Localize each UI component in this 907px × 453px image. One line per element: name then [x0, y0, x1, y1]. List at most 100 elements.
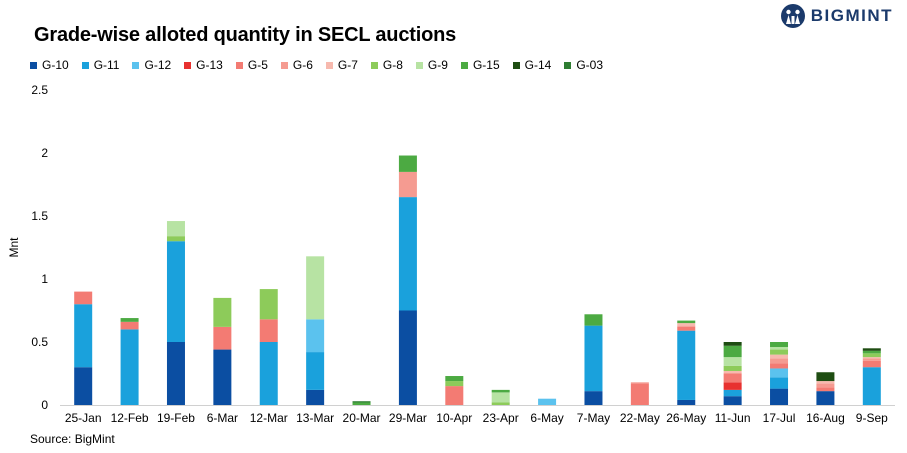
legend-item-g-6: G-6 [280, 58, 313, 72]
bar-segment-g-9 [166, 221, 185, 237]
bar-segment-g-10 [677, 399, 696, 405]
legend-swatch [184, 61, 192, 69]
x-tick-label: 19-Feb [157, 411, 195, 425]
bar-segment-g-8 [213, 297, 232, 327]
x-tick-label: 20-Mar [343, 411, 381, 425]
bar-segment-g-15 [862, 350, 881, 354]
bar-segment-g-6 [816, 383, 835, 388]
bar-segment-g-5 [213, 326, 232, 350]
legend-swatch [30, 61, 37, 69]
bar-segment-g-12 [306, 319, 325, 353]
x-tick-label: 10-Apr [436, 411, 472, 425]
legend-swatch [512, 61, 520, 69]
bar-segment-g-7 [677, 323, 696, 326]
legend-item-g-8: G-8 [370, 58, 403, 72]
brand-name: BIGMINT [810, 6, 893, 25]
bar-segment-g-03 [352, 401, 371, 403]
bar-segment-g-11 [120, 329, 139, 405]
y-tick-label: 0.5 [31, 335, 48, 349]
legend-label: G-11 [93, 58, 120, 72]
bar-segment-g-15 [677, 320, 696, 324]
x-tick-label: 11-Jun [715, 411, 751, 425]
bar-segment-g-9 [770, 347, 789, 350]
bar-segment-g-15 [445, 376, 464, 382]
bar-segment-g-6 [770, 358, 789, 364]
bar-segment-g-5 [770, 363, 789, 369]
legend-item-g-11: G-11 [81, 58, 120, 72]
bar-segment-g-15 [584, 314, 603, 326]
x-tick-label: 6-May [530, 411, 563, 425]
legend-swatch [370, 61, 378, 69]
bar-segment-g-10 [306, 389, 325, 405]
bar-segment-g-8 [770, 349, 789, 355]
bar-segment-g-5 [120, 321, 139, 330]
bar-segment-g-11 [306, 352, 325, 390]
legend-item-g-9: G-9 [415, 58, 448, 72]
bar-segment-g-10 [584, 391, 603, 405]
bar-segment-g-14 [862, 348, 881, 351]
bar-segment-g-5 [816, 387, 835, 392]
legend-swatch [564, 61, 572, 69]
legend-label: G-7 [337, 58, 358, 72]
bar-segment-g-10 [723, 396, 742, 405]
x-tick-label: 13-Mar [296, 411, 334, 425]
bar-segment-g-6 [677, 325, 696, 327]
x-tick-label: 12-Mar [250, 411, 288, 425]
legend-swatch [132, 61, 140, 69]
bar-segment-g-6 [862, 358, 881, 361]
legend-label: G-8 [382, 58, 403, 72]
legend-item-g-10: G-10 [30, 58, 69, 72]
bar-segment-g-11 [770, 377, 789, 389]
bar-segment-g-8 [723, 365, 742, 371]
bar-segment-g-9 [723, 357, 742, 366]
x-tick-label: 25-Jan [65, 411, 102, 425]
x-tick-label: 23-Apr [483, 411, 519, 425]
x-tick-label: 9-Sep [856, 411, 888, 425]
x-tick-label: 6-Mar [207, 411, 238, 425]
bar-segment-g-10 [213, 349, 232, 405]
x-tick-label: 29-Mar [389, 411, 427, 425]
bar-segment-g-8 [259, 289, 278, 320]
legend-swatch [325, 61, 333, 69]
x-tick-label: 17-Jul [763, 411, 796, 425]
y-tick-label: 1 [41, 272, 48, 286]
legend-label: G-9 [427, 58, 448, 72]
legend-label: G-13 [196, 58, 223, 72]
bar-segment-g-5 [74, 291, 93, 305]
bar-segment-g-10 [74, 367, 93, 405]
bar-segment-g-14 [816, 372, 835, 382]
y-tick-label: 2 [41, 146, 48, 160]
legend-item-g-14: G-14 [512, 58, 551, 72]
bar-segment-g-5 [862, 360, 881, 368]
bar-segment-g-11 [584, 325, 603, 392]
legend-item-g-13: G-13 [184, 58, 223, 72]
legend-swatch [81, 61, 89, 69]
x-tick-label: 22-May [620, 411, 660, 425]
y-tick-label: 2.5 [31, 83, 48, 97]
bar-segment-g-12 [770, 368, 789, 378]
bar-segment-g-8 [862, 353, 881, 358]
bar-segment-g-7 [862, 357, 881, 359]
x-tick-label: 26-May [666, 411, 706, 425]
bar-segment-g-10 [398, 310, 417, 405]
bar-segment-g-15 [352, 402, 371, 405]
legend-label: G-10 [42, 58, 69, 72]
legend-item-g-12: G-12 [132, 58, 171, 72]
bar-segment-g-6 [630, 382, 649, 384]
legend-label: G-6 [292, 58, 313, 72]
x-tick-label: 16-Aug [806, 411, 845, 425]
bar-segment-g-5 [723, 373, 742, 383]
legend-item-g-15: G-15 [460, 58, 500, 72]
bar-segment-g-5 [630, 383, 649, 405]
bar-segment-g-8 [166, 236, 185, 242]
bar-segment-g-5 [677, 326, 696, 331]
bar-segment-g-11 [74, 304, 93, 368]
legend-swatch [235, 61, 243, 69]
bar-segment-g-11 [166, 241, 185, 342]
bar-segment-g-7 [816, 381, 835, 384]
bar-segment-g-15 [491, 389, 510, 393]
bar-segment-g-15 [120, 318, 139, 322]
source-note: Source: BigMint [30, 432, 115, 446]
legend-item-g-03: G-03 [564, 58, 603, 72]
